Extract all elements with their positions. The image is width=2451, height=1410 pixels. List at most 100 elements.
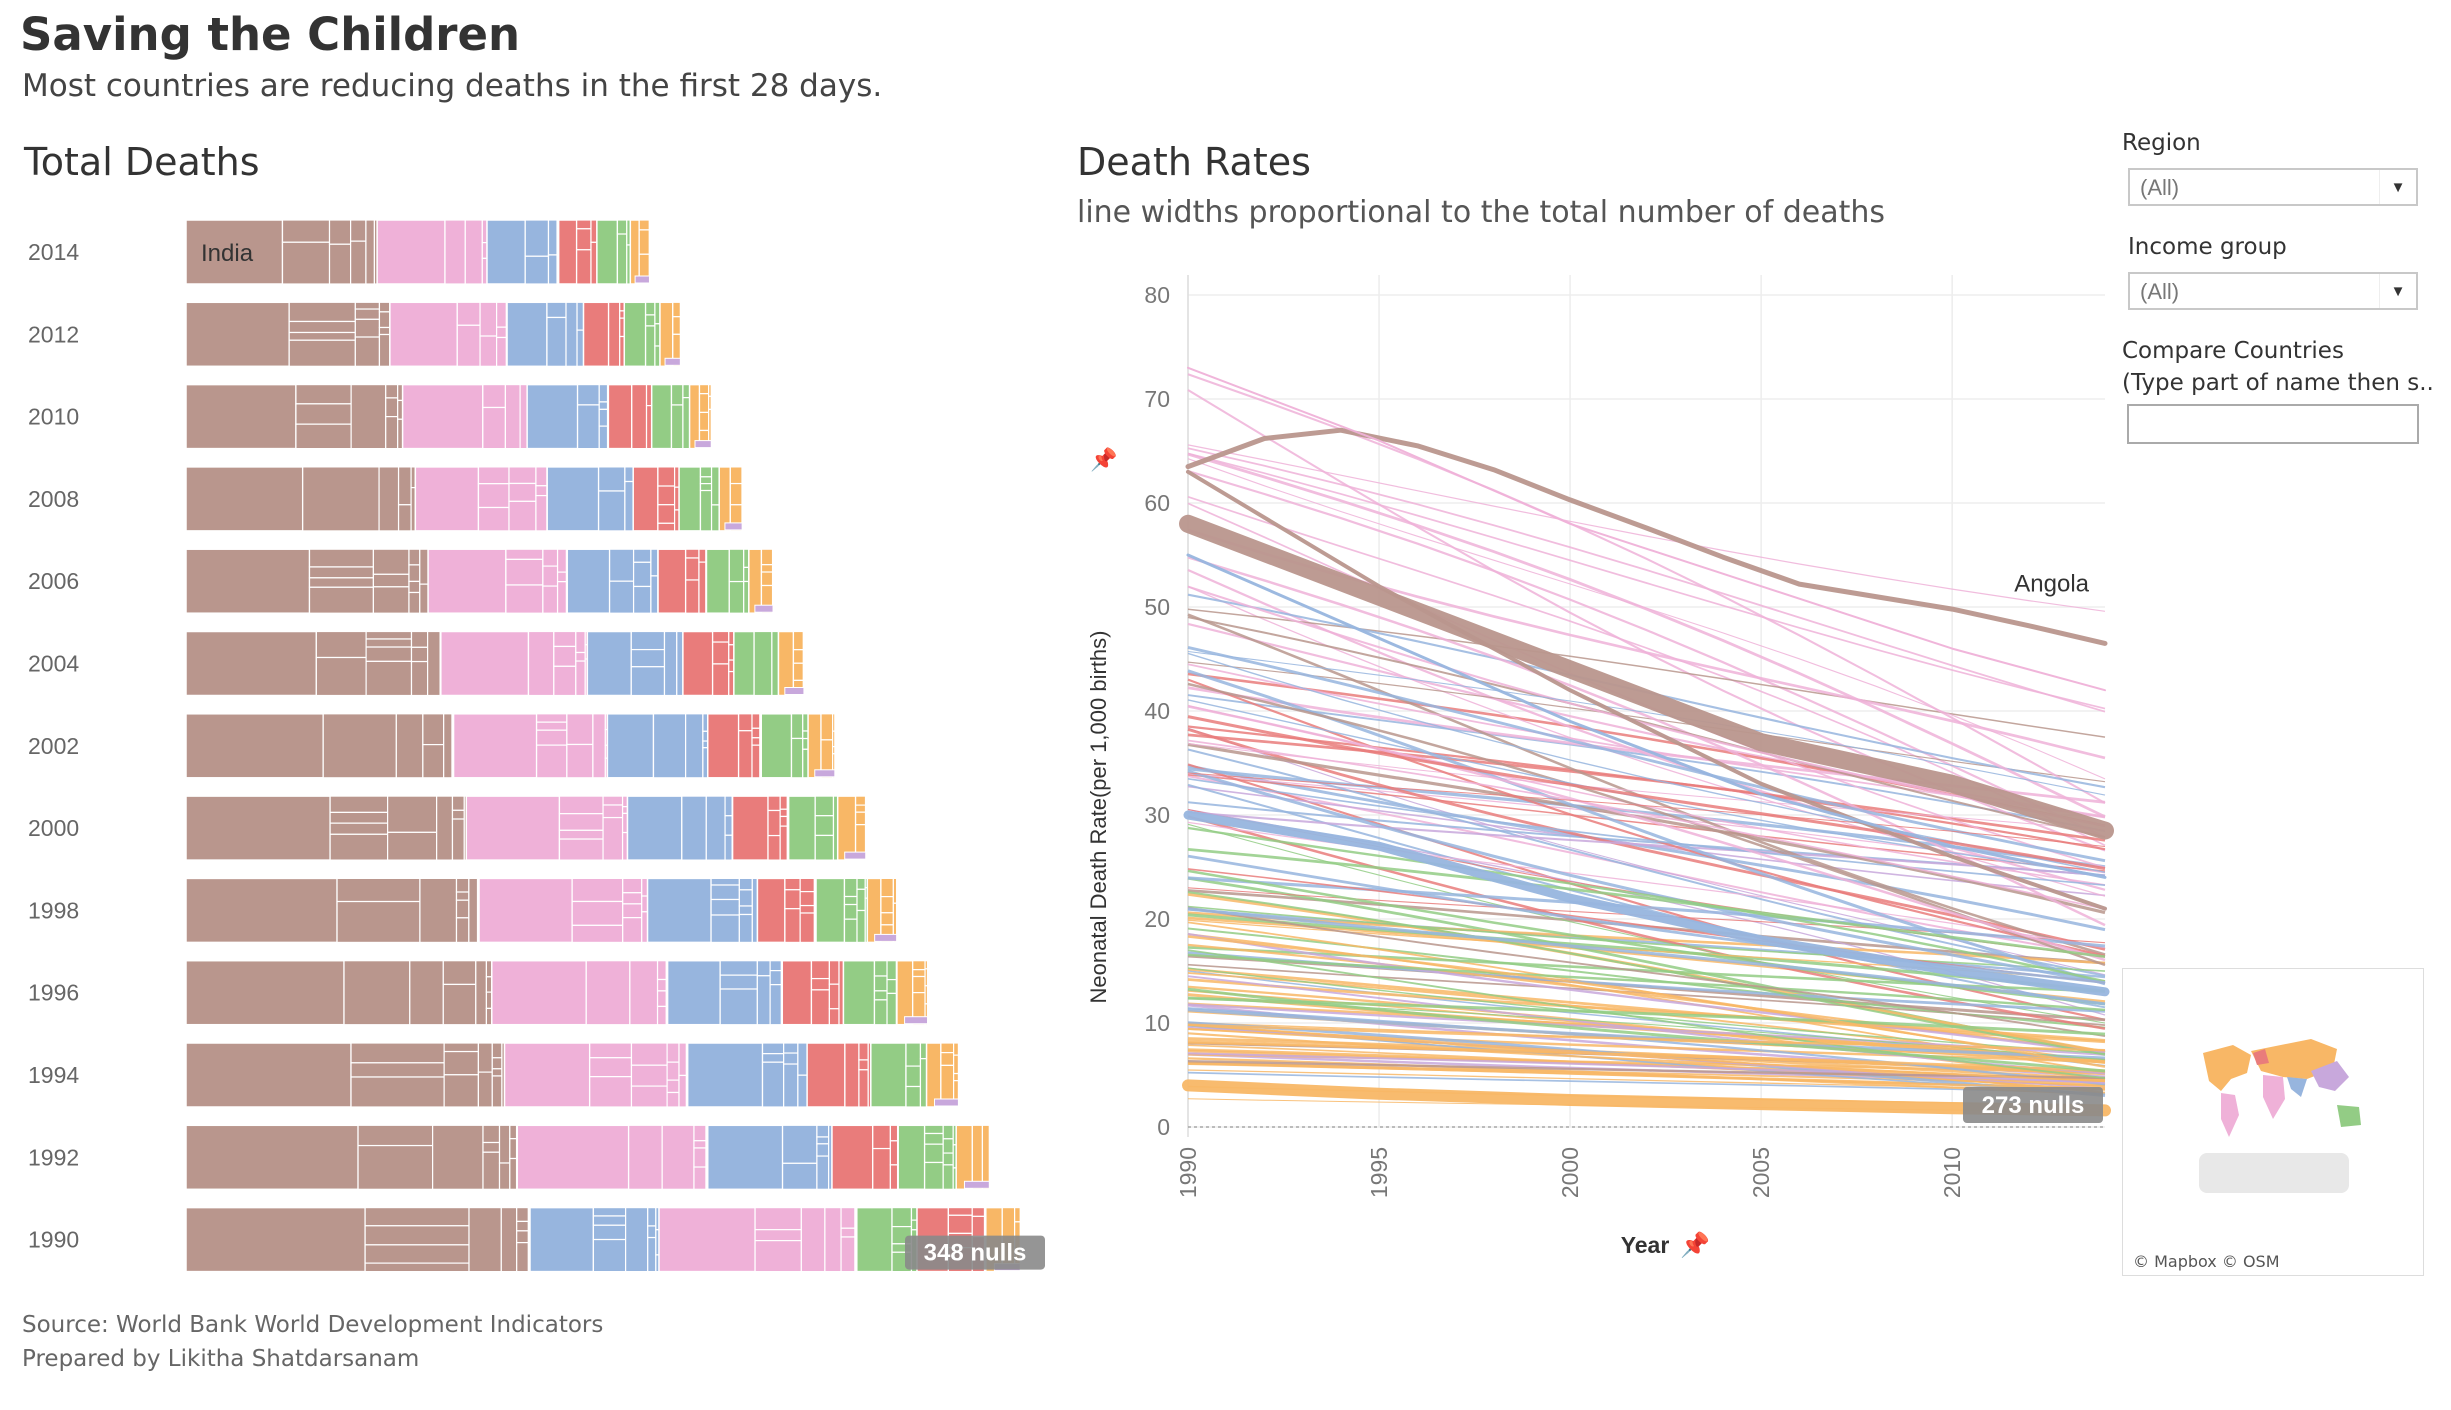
treemap-cell[interactable] [761,1042,785,1055]
treemap-cell[interactable] [631,384,648,450]
treemap-cell[interactable] [536,713,568,723]
treemap-cell[interactable] [710,884,740,901]
segment-green[interactable] [705,548,750,614]
series-line[interactable] [1187,705,2106,962]
treemap-cell[interactable] [924,1161,944,1190]
treemap-cell[interactable] [432,1124,484,1190]
segment-asia_brown[interactable] [185,383,404,450]
treemap-cell[interactable] [880,895,894,914]
treemap-cell[interactable] [288,301,356,323]
treemap-cell[interactable] [807,713,822,779]
treemap-cell[interactable] [486,220,526,285]
treemap-cell[interactable] [609,580,635,614]
treemap-cell[interactable] [924,968,929,987]
treemap-cell[interactable] [185,795,331,861]
treemap-cell[interactable] [947,1206,973,1216]
series-line[interactable] [1187,699,2106,877]
treemap-cell[interactable] [365,638,413,648]
treemap-cell[interactable] [654,301,661,325]
treemap-cell[interactable] [728,548,745,583]
treemap-cell[interactable] [350,1076,445,1108]
treemap-cell[interactable] [681,795,707,861]
treemap-cell[interactable] [799,891,815,907]
series-line[interactable] [1186,469,2107,911]
treemap-cell[interactable] [729,504,743,532]
treemap-cell[interactable] [542,548,559,567]
segment-orange[interactable] [777,630,804,697]
world-map[interactable] [2123,969,2423,1249]
series-line[interactable] [1187,739,2106,910]
segment-orange[interactable] [955,1124,990,1191]
treemap-cell[interactable] [659,301,674,368]
treemap-cell[interactable] [571,900,624,926]
treemap-cell[interactable] [385,384,399,399]
treemap-cell[interactable] [443,1042,479,1053]
treemap-cell[interactable] [322,713,397,779]
treemap-cell[interactable] [468,1206,502,1273]
treemap-cell[interactable] [666,959,721,1026]
treemap-cell[interactable] [629,960,659,1026]
treemap-cell[interactable] [350,1062,445,1078]
segment-green[interactable] [733,630,780,697]
treemap-cell[interactable] [891,1206,913,1228]
treemap-cell[interactable] [658,1206,756,1273]
segment-purple[interactable] [814,769,836,778]
segment-asia_brown[interactable] [185,220,378,285]
treemap-cell[interactable] [575,660,586,697]
series-line[interactable] [1187,682,2106,967]
treemap-cell[interactable] [630,648,666,668]
income-filter[interactable]: (All) ▼ [2128,272,2418,310]
treemap-cell[interactable] [385,416,399,450]
treemap-cell[interactable] [295,423,352,450]
segment-green[interactable] [650,383,691,450]
treemap-cell[interactable] [329,811,389,824]
segment-green[interactable] [623,301,661,368]
treemap-cell[interactable] [626,795,683,861]
treemap-cell[interactable] [491,1075,503,1108]
treemap-cell[interactable] [592,1238,627,1273]
europe-shape[interactable] [2253,1049,2269,1065]
treemap-cell[interactable] [592,713,606,779]
segment-south_asia_blue[interactable] [526,383,609,450]
treemap-cell[interactable] [536,721,568,731]
treemap-cell[interactable] [372,548,410,575]
series-line[interactable] [1187,935,2106,1068]
treemap-cell[interactable] [924,1132,944,1145]
year-bar[interactable] [185,548,774,614]
treemap-cell[interactable] [496,326,507,339]
series-line[interactable] [1187,769,2106,985]
treemap-cell[interactable] [185,466,304,532]
treemap-cell[interactable] [592,1215,627,1226]
treemap-cell[interactable] [751,727,761,739]
treemap-cell[interactable] [781,1162,818,1190]
treemap-cell[interactable] [729,466,743,485]
treemap-cell[interactable] [354,318,381,338]
chevron-down-icon[interactable]: ▼ [2379,170,2416,204]
treemap-cell[interactable] [710,504,720,532]
treemap-cell[interactable] [912,960,926,971]
segment-red[interactable] [582,301,625,368]
treemap-cell[interactable] [672,333,681,367]
treemap-cell[interactable] [444,220,466,285]
treemap-cell[interactable] [408,591,421,614]
treemap-cell[interactable] [870,1042,907,1108]
treemap-cell[interactable] [576,249,592,285]
treemap-cell[interactable] [535,494,548,532]
treemap-cell[interactable] [378,333,391,367]
treemap-cell[interactable] [866,877,882,944]
treemap-cell[interactable] [622,917,643,943]
treemap-cell[interactable] [482,1151,501,1190]
treemap-cell[interactable] [442,983,477,1026]
treemap-cell[interactable] [641,877,649,897]
treemap-cell[interactable] [288,320,356,334]
year-bar[interactable] [185,1042,960,1108]
nulls-badge[interactable] [905,1235,1045,1270]
treemap-cell[interactable] [630,1064,668,1087]
treemap-cell[interactable] [905,1065,922,1088]
segment-asia_brown[interactable] [185,1124,518,1191]
treemap-cell[interactable] [477,483,510,509]
treemap-cell[interactable] [981,1124,990,1190]
treemap-cell[interactable] [760,584,774,614]
treemap-cell[interactable] [436,795,454,861]
treemap-cell[interactable] [336,877,421,903]
